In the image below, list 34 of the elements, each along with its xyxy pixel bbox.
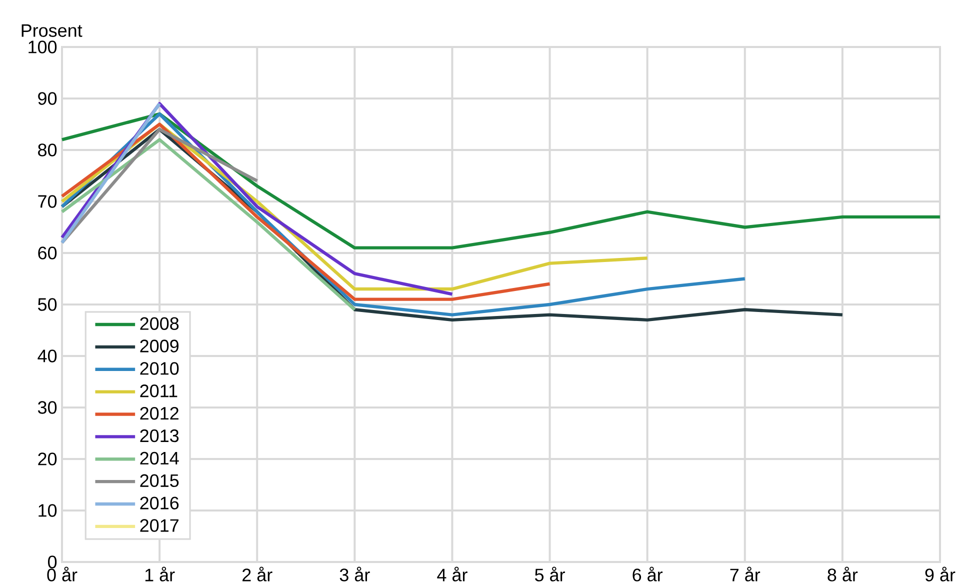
x-tick-label: 6 år xyxy=(632,566,663,582)
y-tick-label: 80 xyxy=(38,144,57,156)
x-tick-label: 2 år xyxy=(242,566,272,582)
y-tick-label: 40 xyxy=(38,350,57,362)
x-tick-label: 4 år xyxy=(437,566,468,582)
legend-label: 2011 xyxy=(140,384,178,398)
y-axis-title: Prosent xyxy=(22,24,82,37)
legend-label: 2009 xyxy=(140,340,179,352)
y-tick-label: 30 xyxy=(38,401,57,414)
y-tick-label: 70 xyxy=(38,195,57,208)
line-series xyxy=(60,112,942,250)
x-tick-label: 5 år xyxy=(534,566,565,582)
legend-label: 2010 xyxy=(140,362,179,375)
line-series xyxy=(60,138,356,312)
y-tick-label: 100 xyxy=(28,40,57,54)
y-tick-label: 90 xyxy=(38,92,57,105)
legend-label: 2012 xyxy=(140,406,178,420)
y-tick-label: 20 xyxy=(38,452,57,466)
legend-label: 2016 xyxy=(140,496,179,510)
x-tick-label: 1 år xyxy=(145,566,175,582)
legend-label: 2014 xyxy=(140,452,179,465)
legend-label: 2015 xyxy=(140,474,179,488)
x-tick-label: 8 år xyxy=(828,566,858,582)
line-series xyxy=(60,122,552,301)
legend-label: 2008 xyxy=(140,317,179,330)
y-tick-label: 0 xyxy=(48,556,57,568)
x-tick-label: 7 år xyxy=(730,566,760,582)
y-tick-label: 10 xyxy=(38,504,57,517)
y-tick-label: 50 xyxy=(38,298,57,311)
legend-label: 2013 xyxy=(140,429,179,442)
y-tick-label: 60 xyxy=(38,246,57,260)
x-tick-label: 3 år xyxy=(340,566,370,582)
x-tick-label: 9 år xyxy=(925,566,956,582)
legend-label: 2017 xyxy=(140,519,178,532)
